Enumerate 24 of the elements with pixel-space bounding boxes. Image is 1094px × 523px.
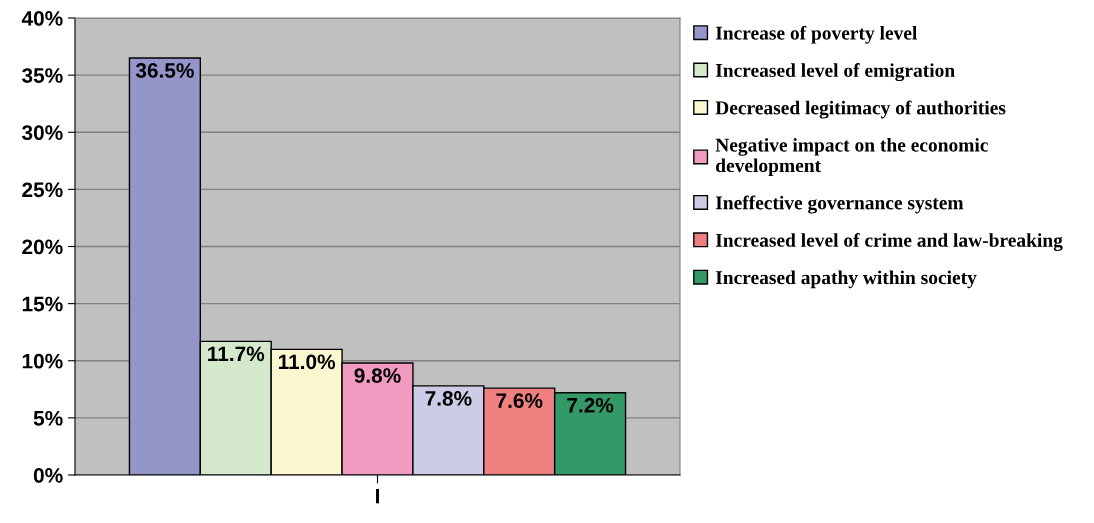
y-tick-label: 0% <box>33 468 63 483</box>
y-tick-label: 25% <box>22 182 63 198</box>
x-tick-label: I <box>376 488 379 504</box>
y-tick-label: 5% <box>33 410 63 426</box>
data-label: 7.6% <box>496 393 543 409</box>
legend-label: Negative impact on the economic development <box>715 137 988 177</box>
legend-label: Increased level of emigration <box>715 63 955 82</box>
y-tick-label: 10% <box>22 353 63 369</box>
data-label: 36.5% <box>135 63 194 78</box>
y-tick-label: 35% <box>21 68 63 83</box>
data-label: 7.2% <box>567 397 614 413</box>
y-tick-label: 40% <box>21 11 63 26</box>
data-label: 9.8% <box>354 368 401 383</box>
y-tick-label: 15% <box>22 296 63 312</box>
legend-label: Increased level of crime and law-breaking <box>715 232 1063 251</box>
legend-label: Increase of poverty level <box>715 25 918 44</box>
legend-label: Ineffective governance system <box>715 195 964 214</box>
data-label: 11.0% <box>278 354 336 370</box>
legend-label: Decreased legitimacy of authorities <box>715 100 1006 119</box>
y-tick-label: 20% <box>22 239 63 255</box>
legend-label: Increased apathy within society <box>715 270 977 289</box>
y-tick-label: 30% <box>21 125 63 141</box>
data-label: 7.8% <box>425 391 472 406</box>
data-label: 11.7% <box>208 346 265 362</box>
